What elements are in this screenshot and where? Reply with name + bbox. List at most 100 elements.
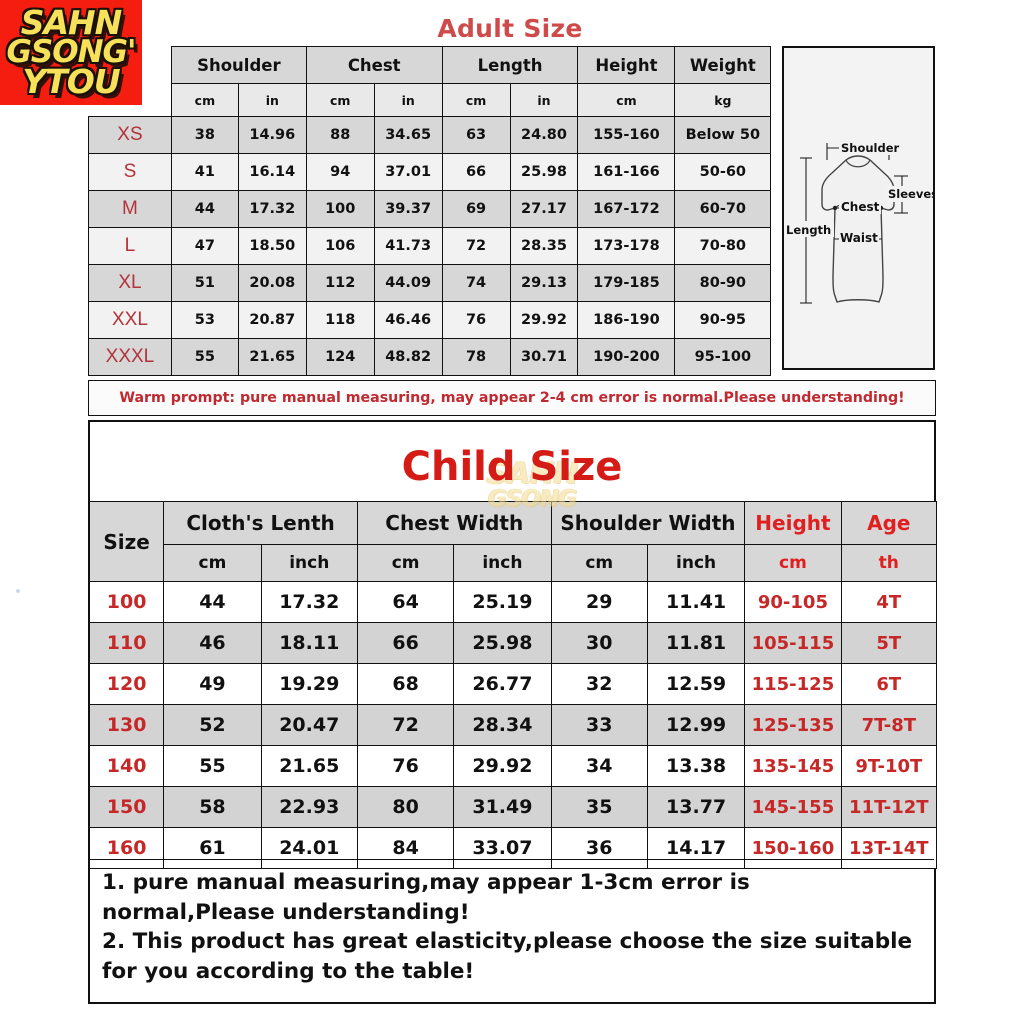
adult-cell-3: 34.65	[373, 116, 443, 154]
adult-group-chest: Chest	[305, 46, 443, 84]
adult-cell-5: 27.17	[509, 190, 579, 228]
adult-cell-6: 155-160	[577, 116, 676, 154]
adult-cell-2: 94	[305, 153, 375, 191]
child-group-header-row: Size Cloth's Lenth Chest Width Shoulder Wid…	[88, 501, 938, 582]
child-cell-height: 135-145	[744, 745, 842, 787]
child-cell-1: 22.93	[260, 786, 358, 828]
adult-cell-5: 30.71	[509, 338, 579, 376]
child-cell-age: 13T-14T	[840, 827, 938, 869]
adult-cell-7: 60-70	[674, 190, 772, 228]
child-cell-5: 11.81	[646, 622, 746, 664]
child-table-row: 120 49 19.29 68 26.77 32 12.59 115-125 6T	[88, 663, 938, 705]
child-cell-age: 5T	[840, 622, 938, 664]
adult-row-size: L	[88, 227, 172, 265]
adult-cell-1: 20.08	[237, 264, 307, 302]
child-row-size: 110	[88, 622, 165, 664]
adult-cell-5: 28.35	[509, 227, 579, 265]
child-cell-5: 13.77	[646, 786, 746, 828]
child-cell-4: 34	[550, 745, 648, 787]
adult-cell-4: 63	[441, 116, 511, 154]
child-unit-2: cm	[356, 544, 455, 582]
child-cell-4: 29	[550, 581, 648, 623]
child-cell-0: 44	[163, 581, 262, 623]
tee-label-chest: Chest	[841, 200, 880, 214]
child-cell-age: 6T	[840, 663, 938, 705]
adult-cell-0: 41	[170, 153, 239, 191]
child-cell-age: 9T-10T	[840, 745, 938, 787]
child-cell-4: 30	[550, 622, 648, 664]
child-cell-height: 105-115	[744, 622, 842, 664]
child-row-size: 140	[88, 745, 165, 787]
child-unit-1: inch	[260, 544, 358, 582]
child-cell-2: 84	[356, 827, 455, 869]
adult-table-row: XXL 53 20.87 118 46.46 76 29.92 186-190 90-95	[88, 301, 936, 339]
adult-cell-7: 90-95	[674, 301, 772, 339]
child-cell-3: 25.98	[453, 622, 552, 664]
adult-cell-1: 21.65	[237, 338, 307, 376]
child-table-row: 130 52 20.47 72 28.34 33 12.99 125-135 7T-8T	[88, 704, 938, 746]
child-unit-7: th	[840, 544, 938, 582]
child-size-header: Size	[88, 501, 165, 582]
child-unit-3: inch	[453, 544, 552, 582]
adult-cell-4: 74	[441, 264, 511, 302]
adult-cell-1: 17.32	[237, 190, 307, 228]
adult-cell-3: 46.46	[373, 301, 443, 339]
note-2: 2. This product has great elasticity,ple…	[102, 929, 913, 984]
child-unit-5: inch	[646, 544, 746, 582]
adult-row-size: XXXL	[88, 338, 172, 376]
child-cell-3: 33.07	[453, 827, 552, 869]
adult-cell-2: 106	[305, 227, 375, 265]
adult-cell-4: 66	[441, 153, 511, 191]
child-cell-age: 7T-8T	[840, 704, 938, 746]
adult-group-shoulder: Shoulder	[170, 46, 307, 84]
logo-line-2: GSONG'	[6, 34, 136, 71]
adult-row-size: XS	[88, 116, 172, 154]
child-unit-0: cm	[163, 544, 262, 582]
brand-logo: SAHN GSONG' YTOU	[0, 0, 142, 105]
child-row-size: 160	[88, 827, 165, 869]
tshirt-measure-diagram: Shoulder Sleeves Chest Waist Length	[782, 46, 935, 370]
child-size-table-wrap: Size Cloth's Lenth Chest Width Shoulder Wid…	[88, 501, 938, 869]
adult-cell-1: 18.50	[237, 227, 307, 265]
adult-row-size: XL	[88, 264, 172, 302]
adult-cell-4: 72	[441, 227, 511, 265]
adult-cell-2: 124	[305, 338, 375, 376]
child-row-size: 130	[88, 704, 165, 746]
child-cell-1: 20.47	[260, 704, 358, 746]
child-cell-5: 11.41	[646, 581, 746, 623]
child-table-row: 160 61 24.01 84 33.07 36 14.17 150-160 13T-14T	[88, 827, 938, 869]
child-cell-5: 14.17	[646, 827, 746, 869]
child-cell-2: 66	[356, 622, 455, 664]
child-table-row: 110 46 18.11 66 25.98 30 11.81 105-115 5T	[88, 622, 938, 664]
child-cell-height: 115-125	[744, 663, 842, 705]
bottom-notes: 1. pure manual measuring,may appear 1-3c…	[90, 859, 934, 1002]
adult-group-height: Height	[577, 46, 676, 84]
child-table-row: 150 58 22.93 80 31.49 35 13.77 145-155 11T-12T	[88, 786, 938, 828]
adult-unit-2: cm	[305, 83, 375, 117]
adult-table-row: XL 51 20.08 112 44.09 74 29.13 179-185 80-90	[88, 264, 936, 302]
adult-cell-7: 70-80	[674, 227, 772, 265]
child-cell-5: 12.59	[646, 663, 746, 705]
child-cell-2: 76	[356, 745, 455, 787]
child-row-size: 150	[88, 786, 165, 828]
adult-cell-0: 53	[170, 301, 239, 339]
child-cell-0: 58	[163, 786, 262, 828]
child-cell-height: 145-155	[744, 786, 842, 828]
adult-cell-2: 100	[305, 190, 375, 228]
adult-cell-0: 51	[170, 264, 239, 302]
adult-cell-7: 50-60	[674, 153, 772, 191]
child-unit-6: cm	[744, 544, 842, 582]
adult-cell-7: Below 50	[674, 116, 772, 154]
tshirt-svg: Shoulder Sleeves Chest Waist Length	[786, 139, 933, 304]
adult-row-size: S	[88, 153, 172, 191]
adult-cell-0: 44	[170, 190, 239, 228]
adult-cell-7: 80-90	[674, 264, 772, 302]
adult-cell-0: 47	[170, 227, 239, 265]
tee-label-length: Length	[786, 223, 831, 237]
adult-cell-5: 29.92	[509, 301, 579, 339]
adult-size-table: Shoulder Chest Length Height Weight cm in cm in c…	[88, 46, 936, 376]
child-unit-4: cm	[550, 544, 648, 582]
adult-table-row: S 41 16.14 94 37.01 66 25.98 161-166 50-60	[88, 153, 936, 191]
adult-cell-6: 190-200	[577, 338, 676, 376]
logo-line-3: YTOU	[22, 61, 120, 101]
